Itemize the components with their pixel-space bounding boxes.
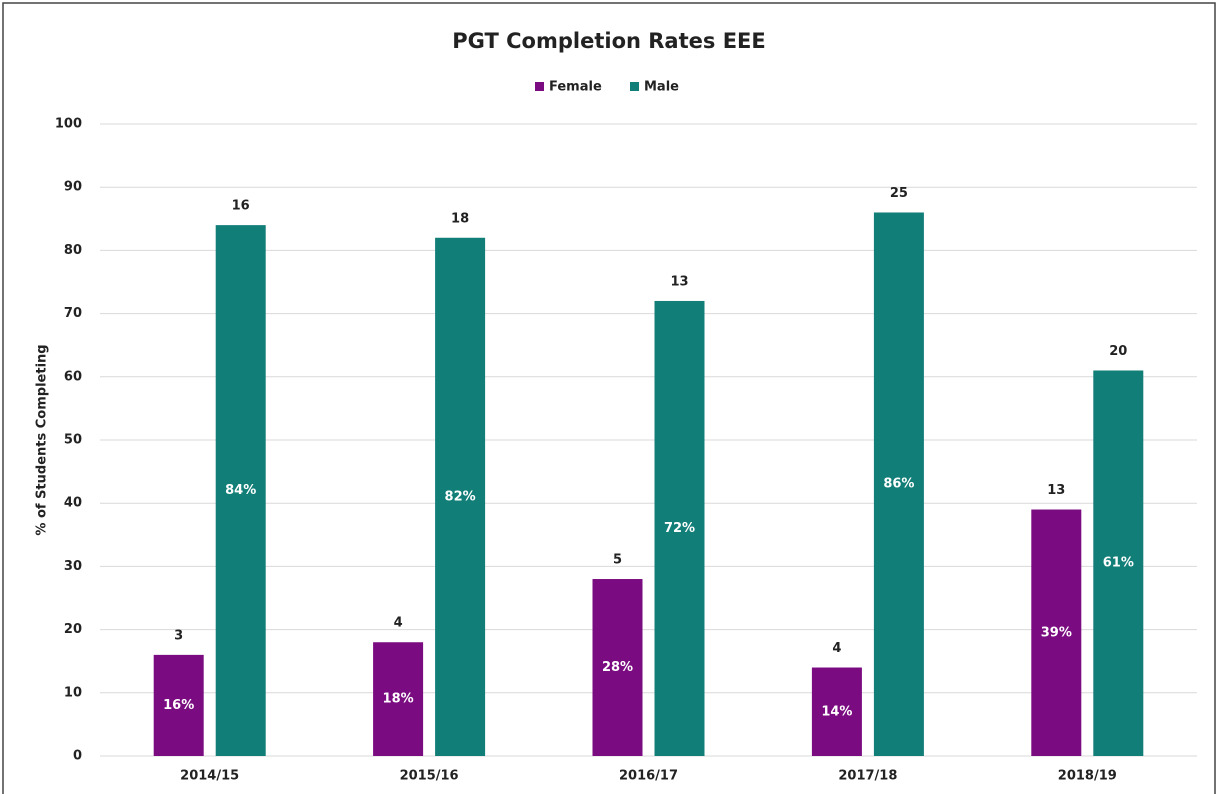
y-tick-label: 80 [64, 243, 82, 258]
y-tick-label: 60 [64, 369, 82, 384]
y-tick-label: 20 [64, 622, 82, 637]
bar [373, 642, 424, 756]
bar [1031, 509, 1082, 756]
bar [592, 579, 643, 756]
value-label: 72% [664, 521, 695, 536]
bar [811, 667, 862, 756]
legend-swatch [535, 82, 544, 91]
x-tick-label: 2016/17 [619, 769, 678, 784]
x-tick-label: 2015/16 [400, 769, 459, 784]
count-label: 18 [451, 211, 469, 226]
count-label: 13 [670, 274, 688, 289]
value-label: 61% [1103, 556, 1134, 571]
count-label: 16 [232, 199, 250, 214]
count-label: 25 [890, 186, 908, 201]
y-tick-label: 0 [73, 749, 82, 764]
bar [1093, 370, 1144, 756]
value-label: 84% [225, 483, 256, 498]
y-tick-label: 70 [64, 306, 82, 321]
value-label: 14% [821, 704, 852, 719]
count-label: 20 [1109, 344, 1127, 359]
y-tick-label: 40 [64, 496, 82, 511]
legend-swatch [630, 82, 639, 91]
bar [153, 654, 204, 756]
bar [873, 212, 924, 757]
y-tick-label: 50 [64, 433, 82, 448]
y-tick-label: 100 [55, 117, 82, 132]
y-tick-label: 10 [64, 685, 82, 700]
y-axis-label: % of Students Completing [35, 344, 50, 535]
value-label: 82% [445, 489, 476, 504]
count-label: 4 [832, 641, 841, 656]
value-label: 16% [163, 698, 194, 713]
bar [215, 225, 266, 756]
count-label: 3 [174, 628, 183, 643]
count-label: 4 [394, 616, 403, 631]
value-label: 39% [1041, 625, 1072, 640]
x-tick-label: 2018/19 [1058, 769, 1117, 784]
value-label: 86% [883, 477, 914, 492]
bar [435, 237, 486, 756]
count-label: 13 [1047, 483, 1065, 498]
legend-label: Female [549, 80, 602, 95]
value-label: 18% [383, 692, 414, 707]
value-label: 28% [602, 660, 633, 675]
bar [654, 300, 705, 756]
x-tick-label: 2014/15 [180, 769, 239, 784]
count-label: 5 [613, 553, 622, 568]
x-tick-label: 2017/18 [838, 769, 897, 784]
y-tick-label: 90 [64, 180, 82, 195]
chart-title: PGT Completion Rates EEE [452, 29, 765, 53]
legend-label: Male [644, 80, 679, 95]
y-tick-label: 30 [64, 559, 82, 574]
